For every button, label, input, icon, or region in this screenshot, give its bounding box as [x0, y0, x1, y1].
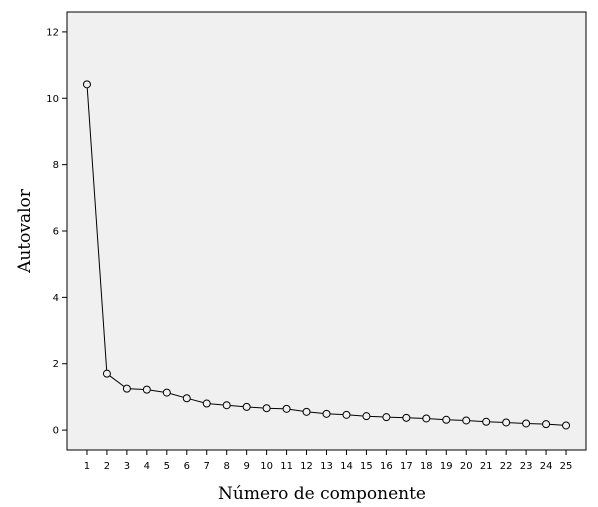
y-tick-label: 2	[53, 359, 59, 370]
data-point	[522, 419, 531, 428]
y-axis-title: Autovalor	[15, 188, 35, 274]
y-tick-label: 0	[53, 426, 59, 437]
data-point	[482, 417, 491, 426]
data-point	[502, 418, 511, 427]
x-tick-label: 12	[300, 461, 313, 472]
y-tick-label: 8	[53, 160, 59, 171]
x-tick-label: 20	[460, 461, 473, 472]
data-point	[82, 80, 91, 89]
x-tick-label: 16	[380, 461, 393, 472]
x-tick-label: 1	[84, 461, 90, 472]
x-tick-label: 24	[540, 461, 553, 472]
x-axis-title: Número de componente	[218, 484, 426, 504]
x-tick-label: 4	[144, 461, 150, 472]
x-axis: 1 2 3 4 5 6 7 8 9 10 11 12 13 14 15 16 17 18 19 20 21 22 23 24 2…	[84, 450, 573, 472]
data-point	[362, 412, 371, 421]
x-tick-label: 5	[164, 461, 170, 472]
y-tick-label: 4	[53, 293, 59, 304]
x-tick-label: 9	[243, 461, 249, 472]
data-point	[442, 415, 451, 424]
x-tick-label: 14	[340, 461, 353, 472]
x-tick-label: 7	[204, 461, 210, 472]
x-tick-label: 23	[520, 461, 533, 472]
data-point	[162, 388, 171, 397]
x-tick-label: 22	[500, 461, 513, 472]
y-axis: 0 2 4 6 8 10 12	[46, 27, 67, 437]
data-point	[542, 420, 551, 429]
y-tick-label: 12	[46, 27, 59, 38]
data-point	[462, 416, 471, 425]
x-tick-label: 19	[440, 461, 453, 472]
x-tick-label: 8	[224, 461, 230, 472]
y-tick-label: 6	[53, 227, 59, 238]
x-tick-label: 6	[184, 461, 190, 472]
data-point	[302, 407, 311, 416]
data-point	[322, 409, 331, 418]
data-point	[422, 414, 431, 423]
data-point	[402, 413, 411, 422]
data-point	[222, 401, 231, 410]
data-point	[242, 402, 251, 411]
x-tick-label: 17	[400, 461, 413, 472]
data-point	[102, 369, 111, 378]
data-point	[342, 410, 351, 419]
plot-area	[66, 11, 587, 451]
y-tick-label: 10	[46, 94, 59, 105]
x-tick-label: 18	[420, 461, 433, 472]
x-tick-label: 21	[480, 461, 493, 472]
data-points	[82, 80, 571, 430]
x-tick-label: 15	[360, 461, 373, 472]
x-tick-label: 2	[104, 461, 110, 472]
data-point	[142, 385, 151, 394]
x-tick-label: 10	[260, 461, 273, 472]
data-point	[562, 421, 571, 430]
data-point	[202, 399, 211, 408]
data-point	[282, 404, 291, 413]
data-point	[122, 384, 131, 393]
data-point	[262, 404, 271, 413]
x-tick-label: 25	[560, 461, 573, 472]
data-point	[382, 413, 391, 422]
x-tick-label: 3	[124, 461, 130, 472]
x-tick-label: 13	[320, 461, 333, 472]
x-tick-label: 11	[280, 461, 293, 472]
data-point	[182, 394, 191, 403]
